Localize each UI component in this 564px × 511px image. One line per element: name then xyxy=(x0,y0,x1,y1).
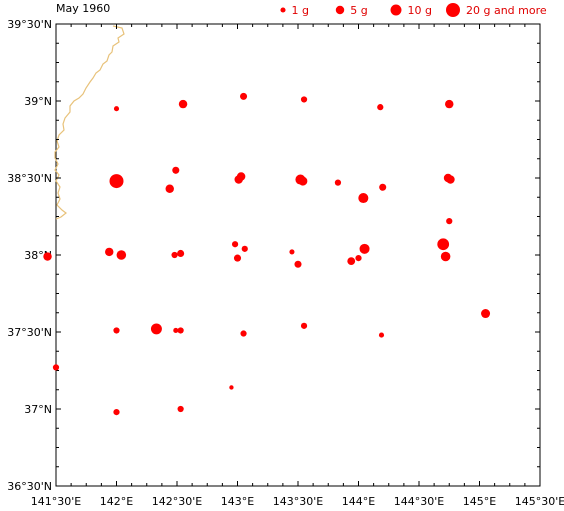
x-tick-label: 142°E xyxy=(100,495,133,508)
sample-point-23 xyxy=(177,249,185,257)
sample-point-10 xyxy=(234,175,243,184)
sample-point-22 xyxy=(171,251,178,259)
sample-point-7 xyxy=(172,166,180,174)
x-tick-label: 144°30'E xyxy=(394,495,445,508)
y-tick-label: 36°30'N xyxy=(7,480,52,493)
sample-point-20 xyxy=(105,247,114,257)
sample-point-15 xyxy=(379,183,387,191)
legend-marker xyxy=(280,7,286,13)
legend-marker xyxy=(335,5,345,15)
y-tick-label: 37°N xyxy=(24,403,52,416)
sample-point-32 xyxy=(437,238,450,251)
sample-point-27 xyxy=(289,249,295,255)
legend-marker xyxy=(446,3,460,17)
sample-point-43 xyxy=(229,385,234,390)
sample-point-28 xyxy=(294,260,302,268)
sample-point-31 xyxy=(359,243,370,254)
sample-point-45 xyxy=(177,405,184,413)
sample-point-17 xyxy=(446,175,455,184)
sample-point-36 xyxy=(113,327,120,334)
sample-point-6 xyxy=(109,174,124,189)
chart-title: May 1960 xyxy=(56,2,110,15)
sample-point-1 xyxy=(178,99,188,109)
sample-point-12 xyxy=(298,176,308,186)
sample-point-18 xyxy=(446,218,453,225)
y-tick-label: 38°30'N xyxy=(7,172,52,185)
sample-point-5 xyxy=(445,99,454,109)
x-axis-labels: 141°30'E 142°E 142°30'E 143°E 143°30'E 144°E 1… xyxy=(31,495,564,508)
x-tick-label: 145°E xyxy=(463,495,496,508)
sample-point-24 xyxy=(231,241,239,248)
sample-point-14 xyxy=(358,193,369,204)
x-tick-label: 142°30'E xyxy=(152,495,203,508)
sample-point-29 xyxy=(347,257,356,266)
sample-point-2 xyxy=(240,92,248,100)
sample-point-13 xyxy=(334,179,342,186)
legend-label: 10 g xyxy=(407,4,431,17)
sample-point-19 xyxy=(43,252,52,261)
legend-marker xyxy=(390,4,402,16)
sample-point-41 xyxy=(300,322,308,329)
x-tick-label: 144°E xyxy=(342,495,375,508)
legend-label: 1 g xyxy=(292,4,309,17)
sample-point-26 xyxy=(241,245,248,252)
x-tick-label: 143°E xyxy=(221,495,254,508)
x-tick-label: 143°30'E xyxy=(273,495,324,508)
sample-point-37 xyxy=(150,323,162,335)
sample-point-33 xyxy=(440,251,451,262)
sample-point-35 xyxy=(52,364,60,371)
sample-point-3 xyxy=(300,96,308,103)
data-points xyxy=(43,92,491,416)
sample-point-34 xyxy=(481,309,491,319)
sample-point-42 xyxy=(378,332,385,338)
y-tick-label: 39°N xyxy=(24,95,52,108)
sample-point-25 xyxy=(233,254,242,262)
legend: 1 g 5 g 10 g 20 g and more xyxy=(280,3,547,17)
y-tick-label: 39°30'N xyxy=(7,18,52,31)
sample-point-21 xyxy=(116,250,127,260)
axis-ticks xyxy=(55,23,541,487)
sample-point-40 xyxy=(240,330,247,337)
y-tick-label: 37°30'N xyxy=(7,326,52,339)
x-tick-label: 145°30'E xyxy=(515,495,564,508)
sample-point-44 xyxy=(113,408,120,416)
sample-point-0 xyxy=(113,106,120,112)
coastline xyxy=(54,25,125,220)
legend-label: 20 g and more xyxy=(466,4,547,17)
map-frame xyxy=(55,23,541,487)
legend-label: 5 g xyxy=(350,4,367,17)
sample-point-8 xyxy=(165,184,174,193)
sample-point-4 xyxy=(377,104,384,111)
sample-point-30 xyxy=(355,254,362,262)
sample-point-38 xyxy=(173,327,179,334)
sample-point-39 xyxy=(177,327,184,334)
x-tick-label: 141°30'E xyxy=(31,495,82,508)
